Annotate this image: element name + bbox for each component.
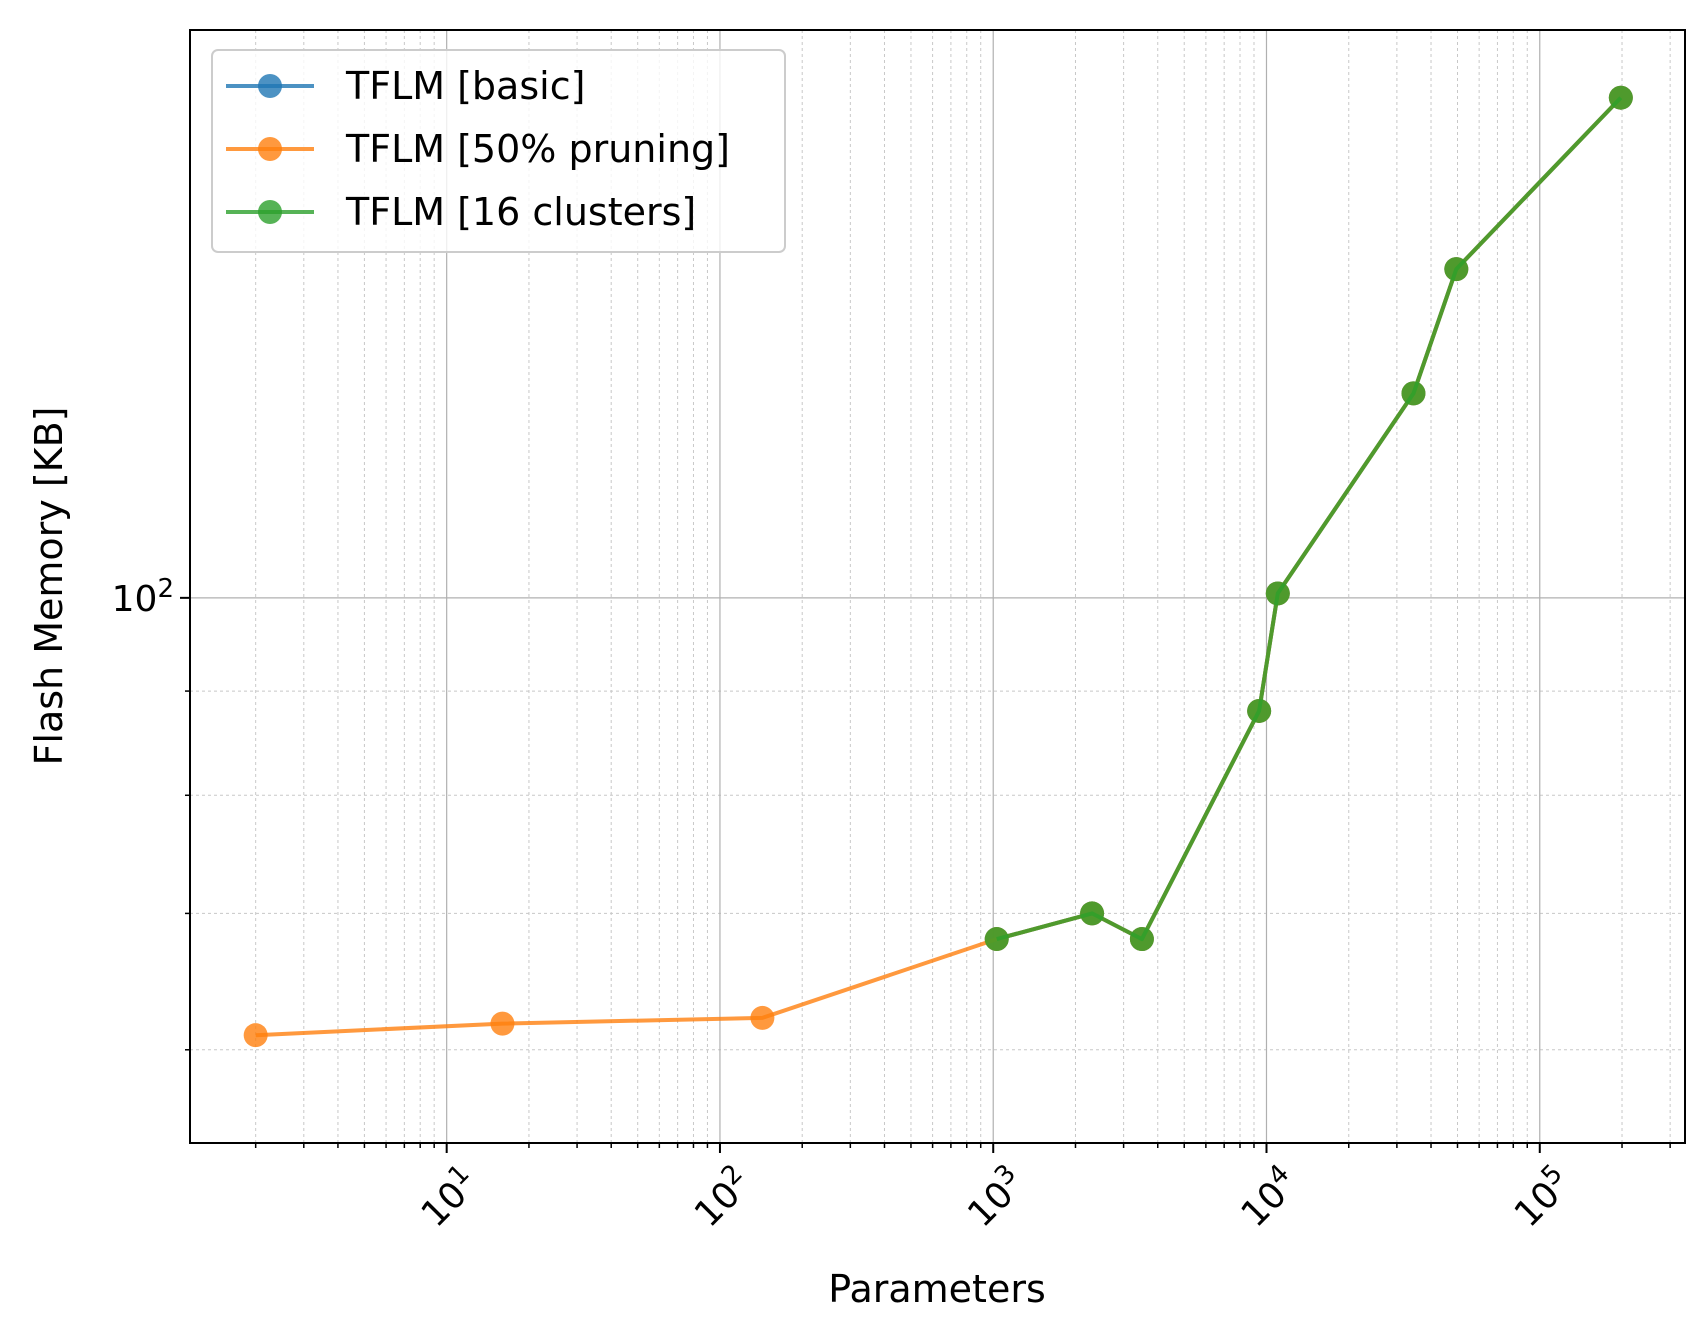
legend: TFLM [basic] TFLM [50% pruning] TFLM [16 c… xyxy=(211,49,786,253)
legend-item: TFLM [16 clusters] xyxy=(226,190,696,234)
legend-label: TFLM [50% pruning] xyxy=(345,127,730,171)
data-point xyxy=(750,1005,775,1030)
plot-frame xyxy=(189,29,1686,1144)
legend-marker xyxy=(258,200,282,224)
data-point xyxy=(1129,927,1154,952)
data-point xyxy=(1247,698,1272,723)
data-point xyxy=(984,927,1009,952)
data-point xyxy=(243,1023,268,1048)
legend-label: TFLM [16 clusters] xyxy=(345,190,696,234)
data-point xyxy=(490,1011,515,1036)
y-axis-label: Flash Memory [KB] xyxy=(27,407,71,766)
legend-item: TFLM [50% pruning] xyxy=(226,127,730,171)
data-point xyxy=(1265,581,1290,606)
legend-marker xyxy=(258,74,282,98)
series-layer xyxy=(243,85,1633,1048)
data-point xyxy=(1444,257,1469,282)
series-3 xyxy=(984,85,1633,952)
data-point xyxy=(1080,901,1105,926)
legend-label: TFLM [basic] xyxy=(345,64,585,108)
x-axis-label: Parameters xyxy=(828,1267,1046,1311)
data-point xyxy=(1401,381,1426,406)
legend-item: TFLM [basic] xyxy=(226,64,585,108)
y-tick-label: 102 xyxy=(112,574,174,620)
data-point xyxy=(1608,85,1633,110)
legend-marker xyxy=(258,137,282,161)
legend-box xyxy=(211,49,786,253)
